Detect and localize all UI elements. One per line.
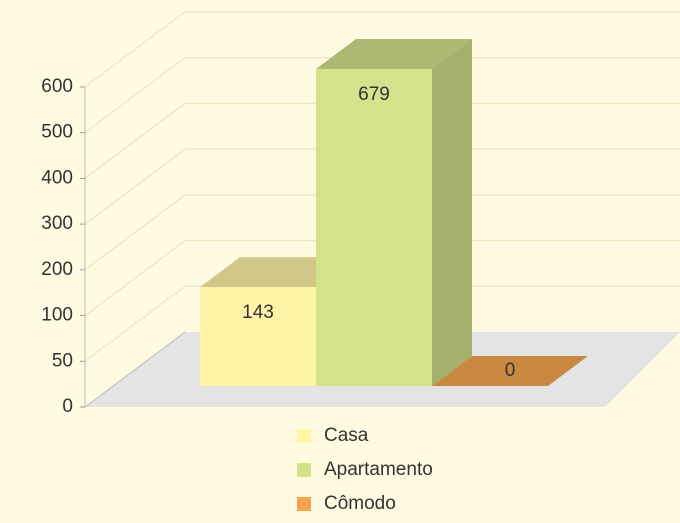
- grid-line: [84, 102, 680, 179]
- bar-side: [432, 39, 472, 386]
- grid-line: [84, 57, 680, 134]
- legend-label: Casa: [324, 425, 369, 446]
- y-tick-label: 0: [62, 396, 73, 417]
- data-label: 679: [358, 84, 390, 105]
- grid-line: [84, 240, 680, 316]
- y-tick-label: 400: [41, 167, 73, 188]
- legend-label: Apartamento: [324, 459, 433, 480]
- y-tick-label: 300: [41, 213, 73, 234]
- y-tick-label: 600: [41, 76, 73, 97]
- bar: [200, 287, 316, 386]
- grid-line: [84, 194, 680, 271]
- bar-top: [432, 356, 588, 386]
- y-tick-label: 100: [41, 305, 73, 326]
- grid-line: [84, 11, 680, 88]
- legend-swatch: [297, 497, 311, 511]
- grid-line: [84, 148, 680, 225]
- legend-label: Cômodo: [324, 493, 396, 514]
- y-tick-label: 500: [41, 122, 73, 143]
- y-tick-label: 200: [41, 259, 73, 280]
- legend-swatch: [297, 463, 311, 477]
- data-label: 143: [242, 302, 274, 323]
- data-label: 0: [505, 360, 516, 381]
- axis-line: [84, 87, 186, 408]
- y-tick-label: 50: [52, 350, 73, 371]
- bar-top: [316, 39, 472, 70]
- bar: [316, 69, 432, 386]
- legend-swatch: [297, 429, 311, 443]
- grid-line: [84, 285, 680, 362]
